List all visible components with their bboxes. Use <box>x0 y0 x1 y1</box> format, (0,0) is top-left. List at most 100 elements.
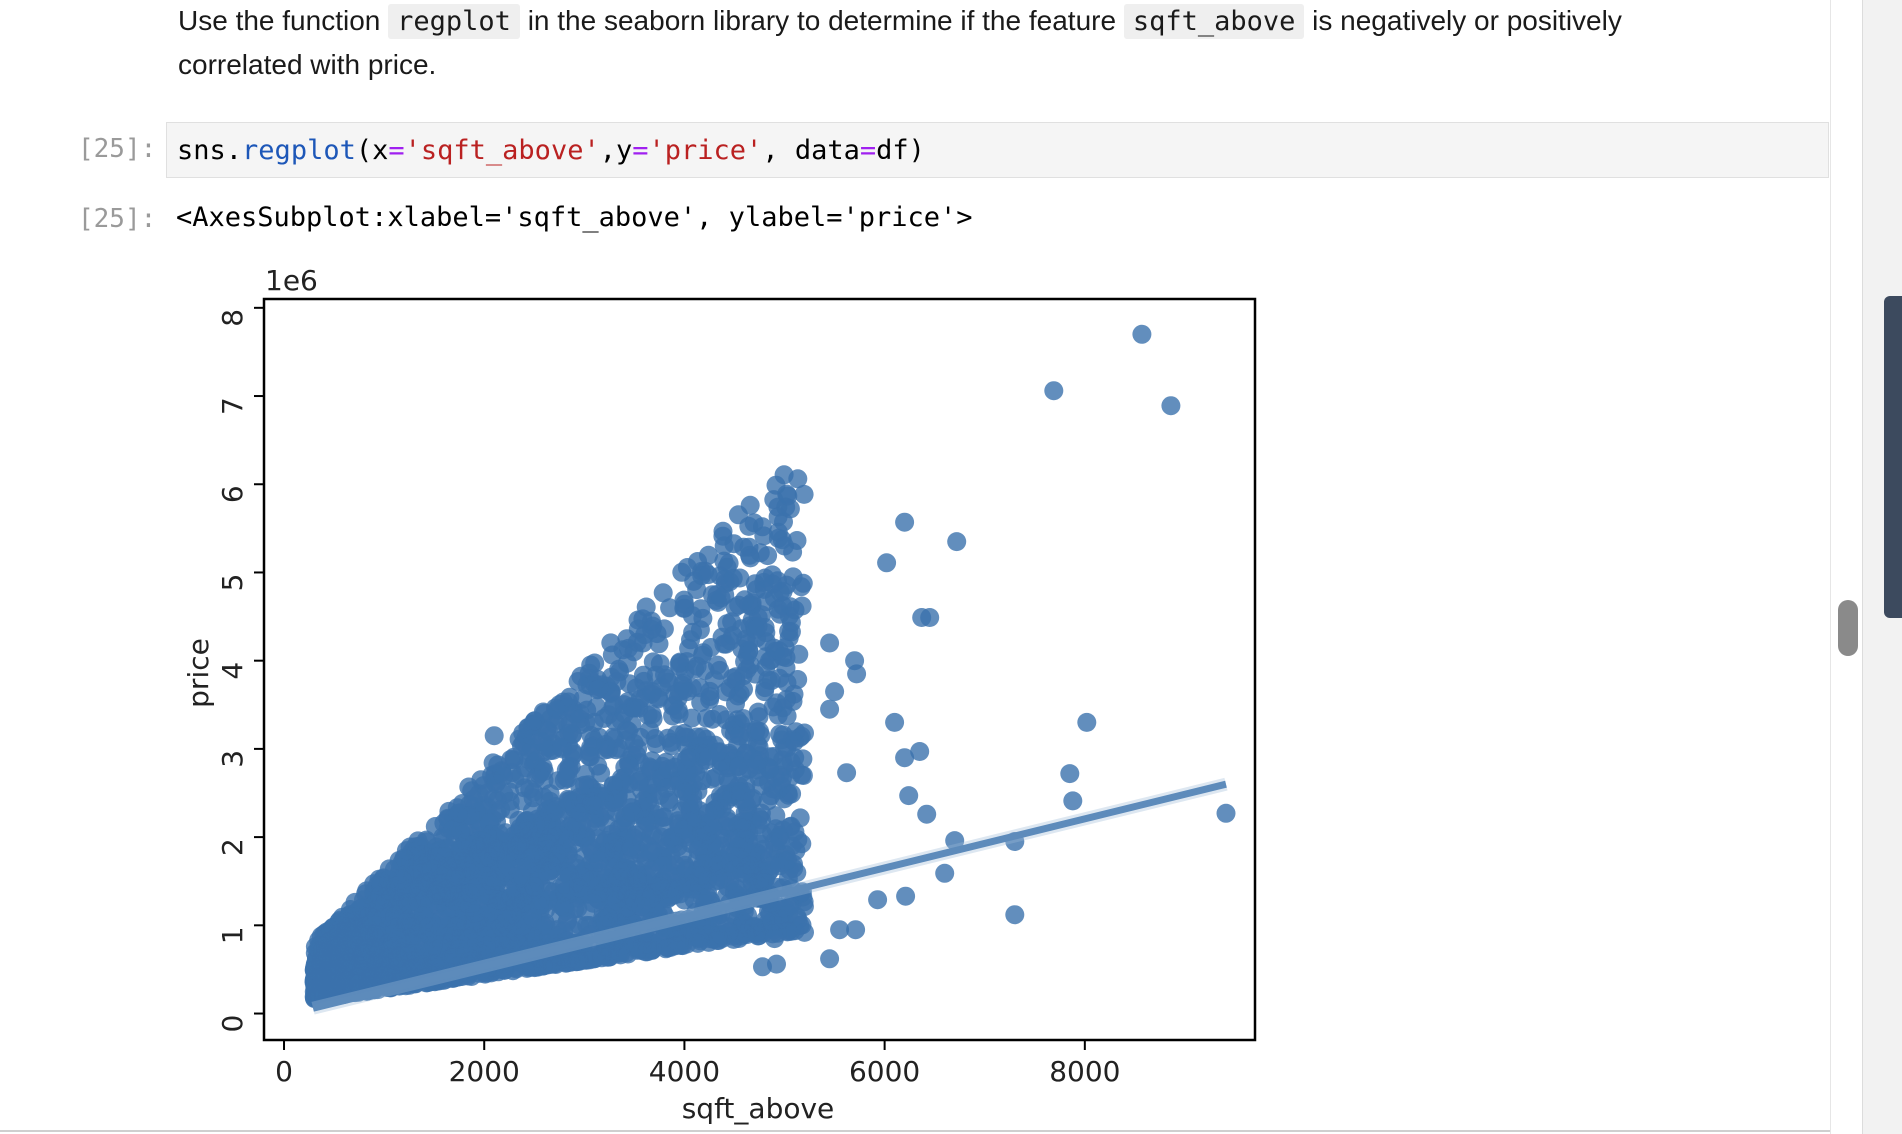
data-point <box>558 697 578 717</box>
data-point <box>539 928 558 948</box>
data-point <box>446 916 466 936</box>
y-axis-label: price <box>182 638 215 708</box>
data-point <box>538 721 558 741</box>
data-point <box>619 721 638 741</box>
plot-axes: 0 2000 4000 6000 8000 0 1 2 3 4 5 6 7 8 <box>216 297 1257 1088</box>
data-point <box>770 668 789 688</box>
data-point <box>642 682 662 702</box>
data-point <box>785 732 804 752</box>
y-tick-label: 4 <box>216 662 249 680</box>
code-input-cell[interactable]: sns.regplot(x='sqft_above',y='price', da… <box>166 122 1829 178</box>
data-point <box>394 906 413 926</box>
data-point <box>506 892 526 912</box>
data-point <box>308 978 328 997</box>
output-repr: <AxesSubplot:xlabel='sqft_above', ylabel… <box>176 202 973 233</box>
data-point <box>591 763 611 783</box>
data-point <box>402 959 422 979</box>
data-point <box>895 512 915 532</box>
data-point <box>778 486 798 506</box>
code-token-ykw: y <box>615 135 633 166</box>
code-token-eq2: = <box>632 135 649 166</box>
data-point <box>947 532 967 552</box>
vertical-scrollbar[interactable] <box>1830 0 1863 1134</box>
data-point <box>704 856 723 876</box>
data-point <box>1005 905 1025 925</box>
data-point <box>825 682 845 702</box>
output-prompt: [25]: <box>78 204 157 234</box>
data-point <box>785 600 805 620</box>
data-point <box>675 594 695 614</box>
data-point <box>680 748 700 767</box>
x-tick-label: 8000 <box>1049 1055 1120 1088</box>
data-point <box>643 841 663 861</box>
data-point <box>837 763 857 783</box>
data-point <box>641 825 661 845</box>
data-point <box>688 933 708 953</box>
data-point <box>646 734 666 754</box>
data-point <box>846 920 866 940</box>
data-point <box>770 909 790 929</box>
data-point <box>793 749 813 769</box>
data-point <box>703 818 723 838</box>
data-point <box>698 565 718 585</box>
data-point <box>665 757 685 777</box>
data-point <box>767 954 786 974</box>
data-point <box>917 804 937 824</box>
data-point <box>600 856 620 876</box>
data-point <box>430 879 450 899</box>
data-point <box>740 495 760 515</box>
data-point <box>719 773 739 793</box>
data-point <box>781 622 801 642</box>
sidebar-toggle-tab[interactable] <box>1884 296 1902 618</box>
data-point <box>581 870 601 890</box>
data-point <box>701 638 721 657</box>
code-token-obj: sns <box>177 135 226 166</box>
x-axis-label: sqft_above <box>682 1092 835 1125</box>
code-token-dataval: df <box>876 135 909 166</box>
data-point <box>660 598 680 618</box>
markdown-text-intro: Use the function <box>178 5 381 36</box>
data-point <box>592 909 612 928</box>
data-point <box>782 784 802 804</box>
data-point <box>507 835 527 855</box>
data-point <box>541 861 561 881</box>
data-point <box>451 838 471 857</box>
data-point <box>698 888 718 908</box>
data-point <box>608 789 628 808</box>
data-point <box>739 595 759 615</box>
data-point <box>1161 396 1181 416</box>
data-point <box>784 858 804 878</box>
data-point <box>573 689 593 709</box>
y-tick-label: 7 <box>216 397 249 415</box>
data-point <box>669 682 689 702</box>
code-token-eq1: = <box>388 135 405 166</box>
data-point <box>820 949 840 969</box>
data-point <box>631 897 651 917</box>
data-point <box>700 681 720 701</box>
scrollbar-thumb[interactable] <box>1838 600 1858 656</box>
code-token-xkw: x <box>372 135 389 166</box>
data-point <box>524 876 544 896</box>
data-point <box>746 619 766 639</box>
data-point <box>597 947 617 967</box>
data-point <box>755 682 774 702</box>
markdown-line-2: correlated with price. <box>178 49 437 80</box>
data-point <box>550 826 570 845</box>
data-point <box>748 702 768 722</box>
data-point <box>758 546 778 566</box>
data-point <box>722 612 742 632</box>
data-point <box>847 664 867 684</box>
data-point <box>1132 324 1152 344</box>
data-point <box>481 824 501 844</box>
data-point <box>610 662 630 682</box>
data-point <box>719 553 739 573</box>
y-tick-label: 3 <box>216 750 249 768</box>
data-point <box>885 712 905 732</box>
cell-divider <box>0 1130 1830 1132</box>
data-point <box>585 653 605 673</box>
data-point <box>559 760 579 780</box>
data-point <box>773 581 793 601</box>
data-point <box>459 777 479 797</box>
data-point <box>542 951 561 971</box>
code-token-fn: regplot <box>242 135 356 166</box>
